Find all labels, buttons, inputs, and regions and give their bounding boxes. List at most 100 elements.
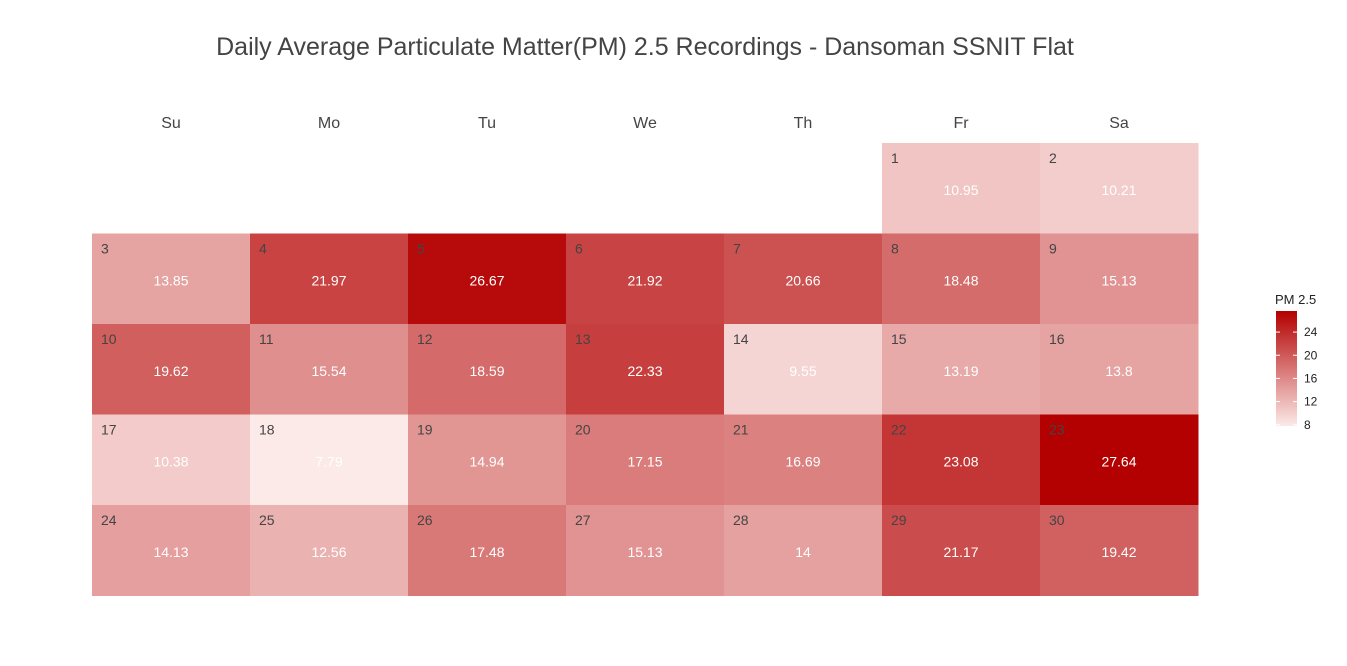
date-label: 25: [259, 512, 275, 528]
date-label: 8: [891, 241, 899, 257]
heatmap-cell[interactable]: [408, 233, 567, 325]
date-label: 2: [1049, 150, 1057, 166]
heatmap-cell[interactable]: [882, 414, 1041, 506]
heatmap-cell[interactable]: [92, 414, 251, 506]
date-label: 12: [417, 331, 433, 347]
value-label: 21.17: [943, 544, 978, 560]
date-label: 22: [891, 422, 907, 438]
legend-title: PM 2.5: [1275, 292, 1316, 307]
date-label: 3: [101, 241, 109, 257]
date-label: 1: [891, 150, 899, 166]
heatmap-cell[interactable]: [250, 414, 409, 506]
date-label: 20: [575, 422, 591, 438]
date-label: 6: [575, 241, 583, 257]
heatmap-cell[interactable]: [724, 505, 883, 596]
value-label: 10.38: [153, 454, 188, 470]
date-label: 9: [1049, 241, 1057, 257]
date-label: 27: [575, 512, 591, 528]
heatmap-cell[interactable]: [1040, 233, 1199, 325]
heatmap-cell[interactable]: [566, 233, 725, 325]
value-label: 17.15: [627, 454, 662, 470]
weekday-header: Th: [794, 115, 813, 132]
colorbar-tick-label: 20: [1304, 348, 1318, 362]
heatmap-cell[interactable]: [250, 233, 409, 325]
weekday-header: Su: [161, 115, 181, 132]
value-label: 27.64: [1101, 454, 1136, 470]
value-label: 23.08: [943, 454, 978, 470]
date-label: 10: [101, 331, 117, 347]
heatmap-cell[interactable]: [566, 324, 725, 415]
heatmap-cell[interactable]: [250, 324, 409, 415]
date-label: 26: [417, 512, 433, 528]
value-label: 20.66: [785, 273, 820, 289]
heatmap-cell[interactable]: [1040, 143, 1199, 234]
value-label: 14: [795, 544, 811, 560]
value-label: 21.97: [311, 273, 346, 289]
weekday-header: We: [633, 115, 657, 132]
date-label: 4: [259, 241, 267, 257]
value-label: 18.59: [469, 363, 504, 379]
heatmap-cell[interactable]: [724, 414, 883, 506]
value-label: 16.69: [785, 454, 820, 470]
value-label: 21.92: [627, 273, 662, 289]
heatmap-cell[interactable]: [408, 414, 567, 506]
date-label: 24: [101, 512, 117, 528]
heatmap-cell[interactable]: [882, 143, 1041, 234]
heatmap-cell[interactable]: [408, 324, 567, 415]
heatmap-cell[interactable]: [250, 505, 409, 596]
date-label: 29: [891, 512, 907, 528]
date-label: 5: [417, 241, 425, 257]
value-label: 22.33: [627, 363, 662, 379]
heatmap-cell[interactable]: [408, 505, 567, 596]
value-label: 12.56: [311, 544, 346, 560]
heatmap-cell[interactable]: [92, 505, 251, 596]
date-label: 19: [417, 422, 433, 438]
heatmap-cell[interactable]: [566, 505, 725, 596]
weekday-header: Fr: [953, 115, 969, 132]
heatmap-cell[interactable]: [882, 505, 1041, 596]
heatmap-cell[interactable]: [1040, 414, 1199, 506]
value-label: 15.13: [1101, 273, 1136, 289]
date-label: 15: [891, 331, 907, 347]
colorbar-tick-label: 12: [1304, 395, 1318, 409]
date-label: 30: [1049, 512, 1065, 528]
value-label: 13.8: [1105, 363, 1132, 379]
value-label: 26.67: [469, 273, 504, 289]
value-label: 13.85: [153, 273, 188, 289]
chart-title: Daily Average Particulate Matter(PM) 2.5…: [216, 33, 1074, 61]
value-label: 15.54: [311, 363, 346, 379]
colorbar-tick-label: 8: [1304, 418, 1311, 432]
heatmap-cell[interactable]: [1040, 505, 1199, 596]
date-label: 11: [259, 331, 274, 347]
value-label: 13.19: [943, 363, 978, 379]
heatmap-cell[interactable]: [1040, 324, 1199, 415]
heatmap-cell[interactable]: [882, 324, 1041, 415]
value-label: 14.13: [153, 544, 188, 560]
colorbar-tick-label: 16: [1304, 371, 1318, 385]
heatmap-cell[interactable]: [724, 233, 883, 325]
date-label: 17: [101, 422, 117, 438]
value-label: 19.62: [153, 363, 188, 379]
heatmap-cell[interactable]: [92, 233, 251, 325]
value-label: 17.48: [469, 544, 504, 560]
date-label: 16: [1049, 331, 1065, 347]
value-label: 14.94: [469, 454, 504, 470]
value-label: 10.21: [1101, 182, 1136, 198]
weekday-header: Mo: [318, 115, 340, 132]
heatmap-cell[interactable]: [566, 414, 725, 506]
heatmap-cell[interactable]: [92, 324, 251, 415]
value-label: 9.55: [789, 363, 816, 379]
value-label: 10.95: [943, 182, 978, 198]
weekday-header: Tu: [478, 115, 496, 132]
heatmap-cell[interactable]: [724, 324, 883, 415]
date-label: 14: [733, 331, 749, 347]
value-label: 18.48: [943, 273, 978, 289]
date-label: 23: [1049, 422, 1065, 438]
heatmap-cell[interactable]: [882, 233, 1041, 325]
value-label: 19.42: [1101, 544, 1136, 560]
weekday-header: Sa: [1109, 115, 1129, 132]
date-label: 28: [733, 512, 749, 528]
colorbar-tick-label: 24: [1304, 325, 1318, 339]
date-label: 13: [575, 331, 591, 347]
